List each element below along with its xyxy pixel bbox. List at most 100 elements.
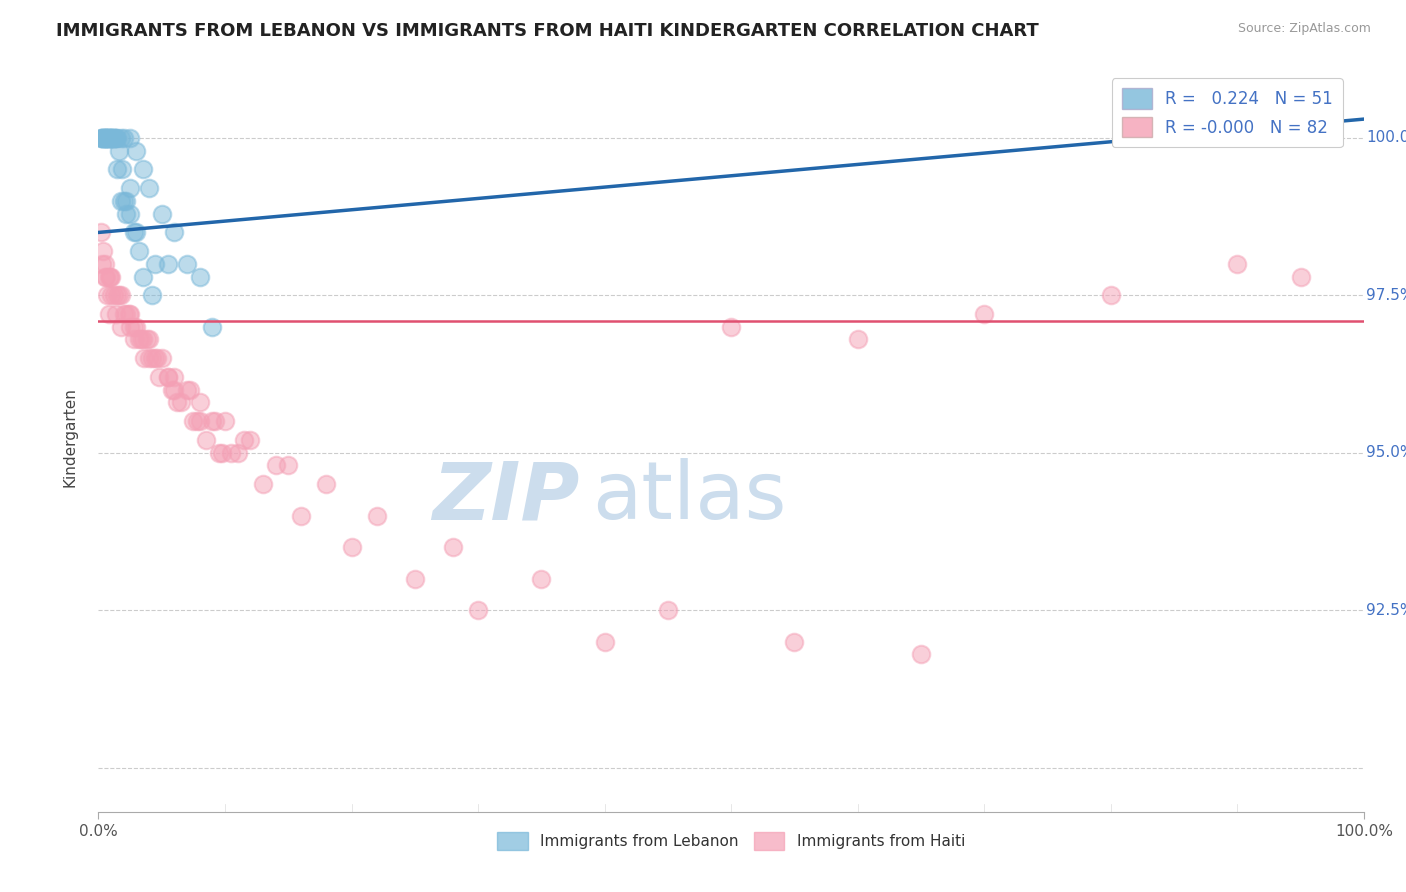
Point bbox=[96, 131, 118, 145]
Point bbox=[252, 477, 274, 491]
Point bbox=[132, 333, 155, 347]
Point bbox=[107, 162, 129, 177]
Point bbox=[720, 319, 742, 334]
Point bbox=[188, 414, 211, 428]
Point bbox=[1099, 288, 1122, 302]
Point bbox=[150, 206, 173, 220]
Point bbox=[132, 162, 155, 177]
Point bbox=[201, 414, 224, 428]
Point bbox=[176, 257, 198, 271]
Point bbox=[1289, 269, 1312, 284]
Text: 97.5%: 97.5% bbox=[1367, 288, 1406, 303]
Text: 92.5%: 92.5% bbox=[1367, 603, 1406, 618]
Point bbox=[315, 477, 337, 491]
Point bbox=[188, 395, 211, 409]
Point bbox=[115, 206, 138, 220]
Point bbox=[98, 131, 121, 145]
Point bbox=[97, 131, 120, 145]
Point bbox=[112, 194, 135, 208]
Point bbox=[141, 288, 163, 302]
Point bbox=[93, 131, 117, 145]
Point bbox=[128, 333, 150, 347]
Point bbox=[115, 194, 138, 208]
Point bbox=[90, 226, 112, 240]
Point bbox=[145, 351, 166, 366]
Point bbox=[125, 226, 148, 240]
Point bbox=[110, 194, 132, 208]
Point bbox=[100, 131, 122, 145]
Point bbox=[125, 319, 148, 334]
Text: Source: ZipAtlas.com: Source: ZipAtlas.com bbox=[1237, 22, 1371, 36]
Text: ZIP: ZIP bbox=[432, 458, 579, 536]
Point bbox=[93, 269, 117, 284]
Point bbox=[115, 307, 138, 321]
Point bbox=[135, 333, 157, 347]
Point bbox=[103, 288, 125, 302]
Point bbox=[100, 131, 122, 145]
Point bbox=[93, 244, 115, 259]
Point bbox=[366, 508, 388, 523]
Point bbox=[91, 131, 114, 145]
Point bbox=[186, 414, 208, 428]
Point bbox=[100, 288, 122, 302]
Point bbox=[973, 307, 995, 321]
Point bbox=[103, 131, 125, 145]
Point bbox=[145, 257, 166, 271]
Point bbox=[93, 131, 117, 145]
Point bbox=[107, 131, 129, 145]
Point bbox=[120, 131, 141, 145]
Point bbox=[97, 269, 120, 284]
Point bbox=[1226, 257, 1249, 271]
Point bbox=[166, 395, 188, 409]
Point bbox=[194, 434, 217, 448]
Text: IMMIGRANTS FROM LEBANON VS IMMIGRANTS FROM HAITI KINDERGARTEN CORRELATION CHART: IMMIGRANTS FROM LEBANON VS IMMIGRANTS FR… bbox=[56, 22, 1039, 40]
Point bbox=[530, 572, 553, 586]
Point bbox=[208, 446, 231, 460]
Point bbox=[122, 319, 145, 334]
Point bbox=[163, 383, 186, 397]
Legend: Immigrants from Lebanon, Immigrants from Haiti: Immigrants from Lebanon, Immigrants from… bbox=[491, 826, 972, 856]
Point bbox=[110, 288, 132, 302]
Point bbox=[201, 319, 224, 334]
Point bbox=[94, 269, 117, 284]
Point bbox=[188, 269, 211, 284]
Point bbox=[110, 319, 132, 334]
Point bbox=[107, 288, 129, 302]
Point bbox=[138, 181, 160, 195]
Point bbox=[98, 269, 121, 284]
Point bbox=[90, 131, 112, 145]
Point bbox=[97, 307, 120, 321]
Point bbox=[157, 257, 180, 271]
Point bbox=[111, 162, 134, 177]
Point bbox=[132, 351, 155, 366]
Point bbox=[104, 131, 127, 145]
Point bbox=[179, 383, 201, 397]
Point bbox=[783, 634, 806, 648]
Point bbox=[163, 370, 186, 384]
Point bbox=[120, 206, 141, 220]
Point bbox=[160, 383, 183, 397]
Point bbox=[183, 414, 205, 428]
Point bbox=[131, 333, 153, 347]
Point bbox=[118, 307, 141, 321]
Point bbox=[211, 446, 233, 460]
Point bbox=[105, 307, 128, 321]
Point bbox=[100, 131, 122, 145]
Point bbox=[290, 508, 312, 523]
Point bbox=[100, 269, 122, 284]
Point bbox=[233, 434, 256, 448]
Point bbox=[157, 370, 180, 384]
Point bbox=[141, 351, 163, 366]
Point bbox=[226, 446, 249, 460]
Text: atlas: atlas bbox=[592, 458, 786, 536]
Point bbox=[138, 351, 160, 366]
Point bbox=[125, 144, 148, 158]
Point bbox=[148, 370, 170, 384]
Text: 95.0%: 95.0% bbox=[1367, 445, 1406, 460]
Point bbox=[91, 131, 114, 145]
Point bbox=[593, 634, 616, 648]
Point bbox=[846, 333, 869, 347]
Point bbox=[120, 181, 141, 195]
Point bbox=[93, 131, 115, 145]
Point bbox=[93, 131, 115, 145]
